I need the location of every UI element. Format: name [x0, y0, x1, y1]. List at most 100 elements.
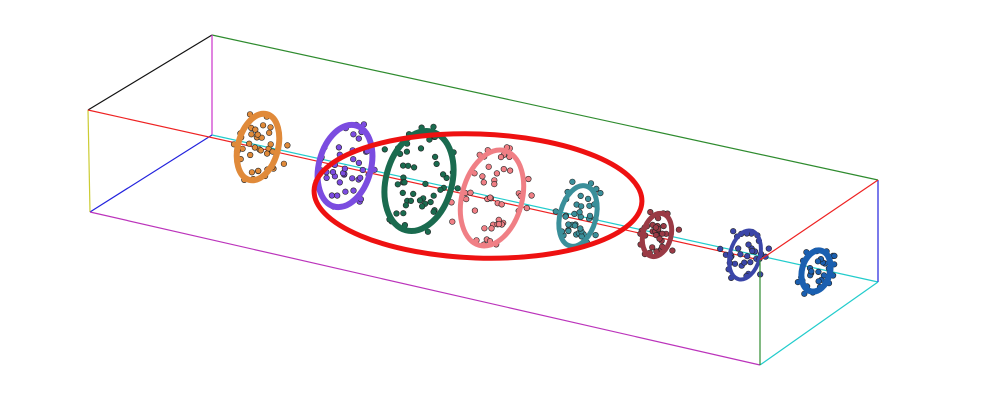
box-edge-front-bottom [89, 211, 761, 366]
cluster-ellipses [233, 110, 834, 295]
data-point-cluster-5 [569, 178, 576, 185]
data-point-cluster-4 [471, 207, 479, 214]
data-point-cluster-5 [565, 227, 572, 235]
data-point-cluster-2 [349, 175, 356, 182]
data-point-cluster-3 [393, 210, 400, 217]
data-point-cluster-3 [430, 192, 437, 199]
data-point-cluster-2 [341, 165, 349, 172]
data-point-cluster-4 [480, 179, 487, 186]
data-point-cluster-4 [467, 189, 474, 196]
data-point-cluster-3 [427, 199, 434, 206]
data-point-cluster-3 [433, 160, 440, 167]
data-point-cluster-3 [454, 185, 461, 192]
data-point-cluster-7 [737, 251, 744, 258]
data-point-cluster-8 [831, 252, 838, 259]
data-point-cluster-1 [264, 150, 271, 157]
data-point-cluster-6 [647, 209, 654, 216]
data-point-cluster-5 [562, 213, 569, 220]
box-edge-right-bottom [759, 281, 879, 366]
data-point-cluster-6 [660, 223, 667, 230]
data-point-cluster-3 [440, 171, 447, 178]
data-point-cluster-3 [401, 179, 408, 186]
box-edge-front-top-right [759, 179, 879, 261]
data-point-cluster-1 [267, 124, 274, 131]
data-point-cluster-1 [280, 160, 288, 167]
data-point-cluster-4 [495, 221, 503, 228]
ellipse-cluster-8 [798, 247, 834, 295]
data-point-cluster-3 [399, 189, 406, 196]
data-point-cluster-8 [815, 278, 822, 285]
data-point-cluster-6 [656, 235, 663, 242]
data-point-cluster-1 [246, 140, 253, 147]
ellipse-cluster-6 [639, 210, 675, 260]
data-point-cluster-1 [252, 126, 259, 133]
data-point-cluster-4 [487, 194, 494, 201]
data-point-cluster-3 [432, 153, 439, 160]
box-edge-back-top [211, 34, 879, 181]
data-point-cluster-4 [507, 167, 514, 174]
data-point-cluster-1 [255, 167, 262, 174]
data-point-cluster-3 [394, 181, 401, 188]
data-point-cluster-7 [765, 245, 772, 252]
box-edge-front-left-vertical [87, 109, 91, 213]
data-point-cluster-7 [741, 259, 748, 266]
data-point-cluster-2 [350, 131, 357, 138]
data-point-cluster-3 [402, 202, 410, 209]
data-point-cluster-4 [497, 154, 505, 161]
data-point-cluster-3 [411, 164, 418, 171]
data-point-cluster-1 [251, 144, 258, 151]
data-point-cluster-1 [267, 141, 274, 148]
ellipse-cluster-3 [381, 128, 457, 234]
data-point-cluster-8 [814, 258, 822, 265]
data-point-cluster-2 [350, 187, 357, 194]
data-point-cluster-3 [437, 186, 444, 193]
data-point-cluster-6 [652, 224, 660, 231]
data-point-cluster-5 [586, 212, 594, 219]
data-point-cluster-1 [254, 131, 261, 138]
data-point-cluster-1 [257, 147, 264, 154]
data-point-cluster-6 [659, 230, 666, 237]
data-point-cluster-3 [422, 180, 429, 187]
box-edge-back-left-top [87, 34, 213, 111]
data-point-cluster-4 [523, 205, 530, 212]
data-point-cluster-4 [479, 173, 486, 180]
data-point-cluster-5 [577, 225, 584, 232]
ellipse-cluster-2 [314, 121, 376, 211]
data-point-cluster-1 [266, 129, 273, 136]
data-point-cluster-5 [571, 222, 579, 229]
data-point-cluster-3 [400, 162, 407, 169]
data-point-cluster-5 [592, 232, 599, 239]
data-point-cluster-5 [597, 190, 604, 197]
data-point-cluster-6 [675, 226, 683, 233]
ellipse-cluster-5 [556, 183, 600, 249]
data-point-cluster-7 [731, 260, 739, 267]
data-point-cluster-7 [745, 241, 752, 248]
ellipse-cluster-4 [457, 147, 527, 249]
data-point-cluster-4 [498, 201, 505, 208]
data-point-cluster-3 [403, 148, 411, 155]
data-point-cluster-1 [247, 151, 254, 159]
data-point-cluster-2 [342, 188, 349, 195]
data-point-cluster-2 [357, 174, 364, 181]
data-point-cluster-2 [334, 192, 341, 199]
data-point-cluster-4 [488, 225, 495, 232]
data-point-cluster-8 [815, 268, 822, 276]
data-point-cluster-2 [329, 169, 337, 176]
data-point-cluster-4 [525, 175, 532, 183]
data-point-cluster-1 [248, 169, 255, 176]
data-point-cluster-4 [491, 181, 498, 188]
data-point-cluster-2 [355, 159, 363, 166]
data-point-cluster-3 [410, 190, 417, 197]
box-edge-front-left-bottom [89, 134, 213, 213]
data-point-cluster-1 [248, 131, 255, 138]
data-point-cluster-5 [577, 192, 584, 199]
bounding-box-front [89, 179, 879, 366]
data-point-cluster-4 [493, 170, 501, 177]
ellipse-cluster-1 [233, 110, 283, 184]
data-point-cluster-7 [744, 253, 751, 260]
data-point-cluster-2 [355, 135, 362, 142]
data-point-cluster-3 [424, 228, 432, 235]
data-point-cluster-4 [463, 196, 470, 203]
ellipse-cluster-7 [727, 228, 763, 282]
